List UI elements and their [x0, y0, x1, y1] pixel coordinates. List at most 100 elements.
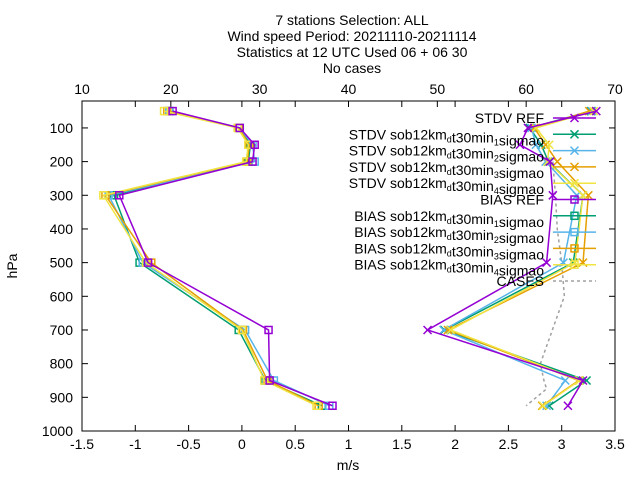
legend-marker: [570, 195, 579, 204]
y-tick-label: 1000: [42, 423, 73, 439]
x-top-tick-label: 20: [163, 81, 179, 97]
x-bottom-ticks: -1.5 -1 -0.5 0 0.5 1 1.5 2 2.5 3 3.5: [70, 101, 625, 452]
x-axis-title: m/s: [337, 457, 360, 473]
legend-label: STDV sob12kmdt30min1sigmao: [349, 126, 544, 148]
title-line-1: 7 stations Selection: ALL: [275, 12, 429, 28]
legend-marker: [570, 244, 579, 253]
x-top-tick-label: 70: [607, 81, 623, 97]
stdv-point: [531, 140, 541, 150]
legend-marker: [569, 146, 580, 156]
stdv-point: [563, 401, 573, 411]
legend-entry: STDV REF: [475, 110, 596, 126]
legend-entry: STDV sob12kmdt30min4sigmao: [349, 175, 596, 197]
legend-entry: BIAS sob12kmdt30min4sigmao: [354, 257, 596, 279]
legend-entry: CASES: [497, 273, 596, 289]
x-bottom-tick-label: 0.5: [285, 436, 305, 452]
y-tick-label: 400: [50, 221, 74, 237]
legend-marker: [569, 113, 580, 123]
title-line-2: Wind speed Period: 20211110-20211114: [227, 28, 476, 44]
x-top-ticks: 10 20 30 40 50 60 70: [74, 81, 623, 107]
bias-point: [237, 325, 247, 335]
stdv-point: [423, 325, 433, 335]
cases-line: [525, 161, 566, 407]
stdv-series-REF: [423, 106, 601, 411]
legend-marker: [569, 129, 580, 139]
legend-label: BIAS REF: [480, 192, 544, 208]
x-bottom-tick-label: -1: [129, 436, 142, 452]
bias-point: [143, 258, 153, 267]
bias-point: [265, 376, 274, 385]
stdv-point: [578, 190, 588, 200]
stdv-point: [443, 325, 453, 335]
bias-series-REF: [115, 106, 337, 410]
x-bottom-tick-label: 2: [451, 436, 459, 452]
bias-point: [168, 106, 177, 116]
y-tick-label: 700: [50, 322, 74, 338]
legend-marker: [569, 178, 580, 188]
bias-line: [102, 110, 317, 407]
y-tick-label: 500: [50, 255, 74, 271]
stdv-point: [446, 325, 456, 335]
x-top-tick-label: 30: [252, 81, 268, 97]
legend-marker: [570, 260, 579, 269]
y-tick-label: 100: [50, 120, 74, 136]
x-bottom-tick-label: 3: [558, 436, 566, 452]
legend-label: BIAS sob12kmdt30min2sigmao: [354, 224, 544, 246]
legend-label: CASES: [497, 273, 544, 289]
bias-point: [99, 191, 108, 200]
legend-label: STDV sob12kmdt30min2sigmao: [349, 143, 544, 165]
stdv-point: [582, 375, 592, 386]
x-top-tick-label: 60: [518, 81, 534, 97]
x-bottom-tick-label: 2.5: [499, 436, 519, 452]
bias-line: [118, 110, 333, 407]
stdv-point: [560, 375, 570, 386]
stdv-point: [538, 401, 548, 411]
bias-point: [250, 140, 259, 150]
bias-point: [248, 157, 257, 166]
stdv-point: [545, 157, 555, 167]
title-line-3: Statistics at 12 UTC Used 06 + 06 30: [237, 44, 468, 60]
x-top-tick-label: 40: [341, 81, 357, 97]
legend-label: BIAS sob12kmdt30min1sigmao: [354, 208, 544, 230]
series-layer: [99, 106, 601, 411]
y-tick-label: 200: [50, 154, 74, 170]
y-tick-label: 300: [50, 187, 74, 203]
bias-point: [235, 123, 245, 133]
x-bottom-tick-label: 3.5: [605, 436, 625, 452]
stdv-point: [523, 123, 533, 133]
stdv-point: [548, 190, 558, 200]
y-tick-label: 800: [50, 356, 74, 372]
legend-entry: BIAS sob12kmdt30min2sigmao: [354, 224, 596, 246]
bias-series-exp3: [101, 106, 323, 410]
y-ticks: 100 200 300 400 500 600 700 800 900 1000: [42, 120, 615, 439]
bias-point: [159, 106, 169, 116]
x-bottom-tick-label: 0: [238, 436, 246, 452]
legend-marker: [569, 162, 580, 172]
chart-title: 7 stations Selection: ALL Wind speed Per…: [227, 12, 476, 76]
x-top-tick-label: 50: [430, 81, 446, 97]
bias-series-exp4: [99, 106, 321, 410]
legend-entry: BIAS sob12kmdt30min3sigmao: [354, 240, 596, 262]
legend-label: STDV sob12kmdt30min4sigmao: [349, 175, 544, 197]
stdv-point: [552, 157, 562, 167]
legend-marker: [570, 211, 579, 221]
bias-point: [328, 401, 337, 410]
legend-marker: [570, 227, 579, 237]
x-bottom-tick-label: 1: [345, 436, 353, 452]
y-tick-label: 600: [50, 288, 74, 304]
stdv-point: [591, 106, 601, 116]
stdv-point: [578, 375, 588, 386]
x-bottom-tick-label: -0.5: [177, 436, 201, 452]
y-tick-label: 900: [50, 389, 74, 405]
legend-label: BIAS sob12kmdt30min4sigmao: [354, 257, 544, 279]
x-bottom-tick-label: 1.5: [392, 436, 412, 452]
stdv-point: [542, 258, 552, 268]
legend-entry: STDV sob12kmdt30min3sigmao: [349, 159, 596, 181]
legend-label: STDV sob12kmdt30min3sigmao: [349, 159, 544, 181]
legend-label: BIAS sob12kmdt30min3sigmao: [354, 240, 544, 262]
stdv-point: [544, 140, 554, 150]
legend-entry: STDV sob12kmdt30min1sigmao: [349, 126, 596, 148]
bias-point: [264, 325, 273, 335]
